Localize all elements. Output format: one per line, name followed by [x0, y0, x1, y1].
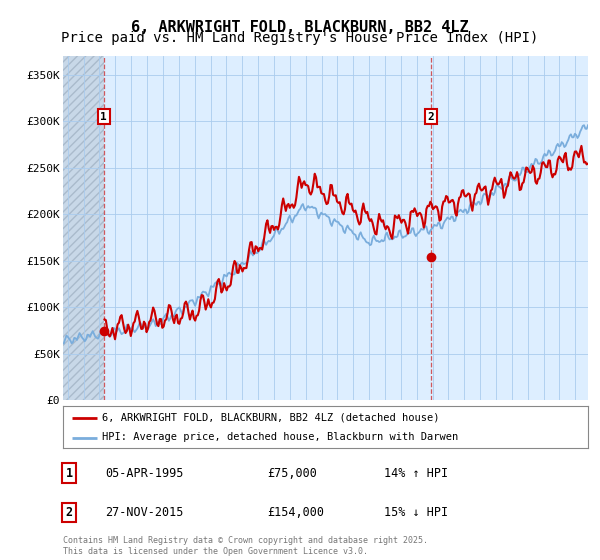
Text: Contains HM Land Registry data © Crown copyright and database right 2025.
This d: Contains HM Land Registry data © Crown c…: [63, 536, 428, 556]
Text: 1: 1: [100, 111, 107, 122]
Text: 27-NOV-2015: 27-NOV-2015: [105, 506, 184, 519]
Text: 6, ARKWRIGHT FOLD, BLACKBURN, BB2 4LZ: 6, ARKWRIGHT FOLD, BLACKBURN, BB2 4LZ: [131, 20, 469, 35]
Text: 15% ↓ HPI: 15% ↓ HPI: [384, 506, 448, 519]
Text: £75,000: £75,000: [267, 466, 317, 480]
Text: Price paid vs. HM Land Registry's House Price Index (HPI): Price paid vs. HM Land Registry's House …: [61, 31, 539, 45]
Text: 2: 2: [65, 506, 73, 519]
Text: 6, ARKWRIGHT FOLD, BLACKBURN, BB2 4LZ (detached house): 6, ARKWRIGHT FOLD, BLACKBURN, BB2 4LZ (d…: [103, 413, 440, 423]
Text: 14% ↑ HPI: 14% ↑ HPI: [384, 466, 448, 480]
Text: HPI: Average price, detached house, Blackburn with Darwen: HPI: Average price, detached house, Blac…: [103, 432, 458, 442]
Text: 1: 1: [65, 466, 73, 480]
Text: 05-APR-1995: 05-APR-1995: [105, 466, 184, 480]
Text: 2: 2: [428, 111, 434, 122]
Text: £154,000: £154,000: [267, 506, 324, 519]
Bar: [63, 56, 104, 400]
